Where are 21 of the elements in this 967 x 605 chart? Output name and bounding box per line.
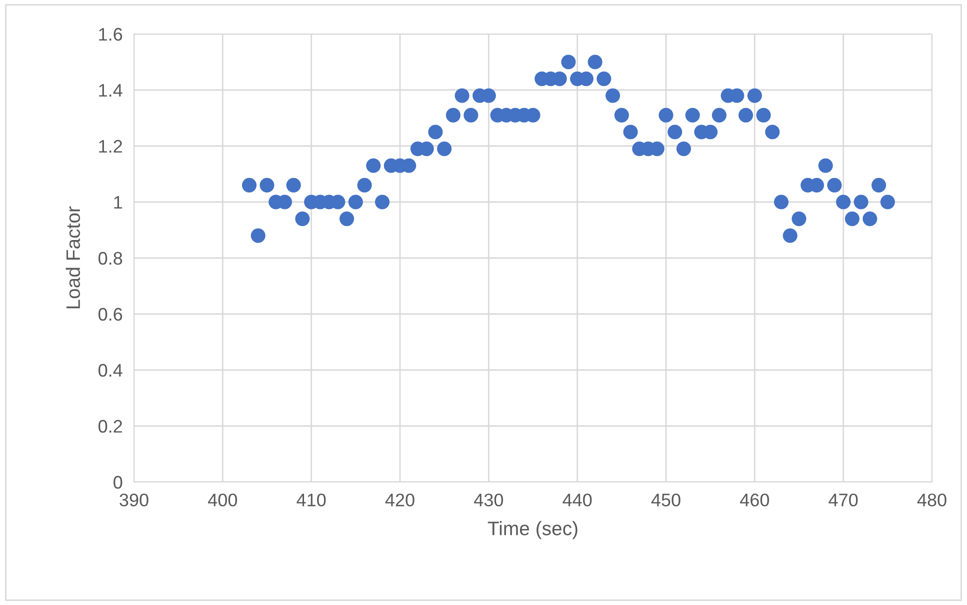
y-axis-title: Load Factor [66, 206, 80, 308]
x-axis-title: Time (sec) [488, 521, 578, 540]
x-tick-label: 440 [562, 494, 592, 506]
x-tick-label: 420 [385, 494, 414, 506]
y-tick-label: 0 [114, 476, 122, 489]
x-tick-label: 430 [474, 494, 504, 506]
x-tick-label: 460 [740, 494, 770, 506]
y-tick-label: 1.6 [99, 28, 122, 41]
x-tick-label: 450 [651, 494, 680, 506]
x-tick-label: 390 [120, 494, 148, 506]
y-tick-label: 0.6 [98, 308, 122, 321]
y-tick-label: 1 [114, 196, 122, 209]
x-tick-label: 410 [296, 494, 326, 506]
y-tick-label: 1.4 [99, 84, 122, 97]
y-tick-label: 1.2 [99, 140, 122, 153]
y-tick-label: 0.8 [98, 252, 122, 265]
x-tick-label: 470 [828, 494, 858, 506]
y-tick-label: 0.4 [98, 364, 122, 377]
x-tick-label: 400 [208, 494, 238, 506]
y-tick-label: 0.2 [98, 420, 122, 433]
x-tick-label: 480 [917, 494, 946, 506]
